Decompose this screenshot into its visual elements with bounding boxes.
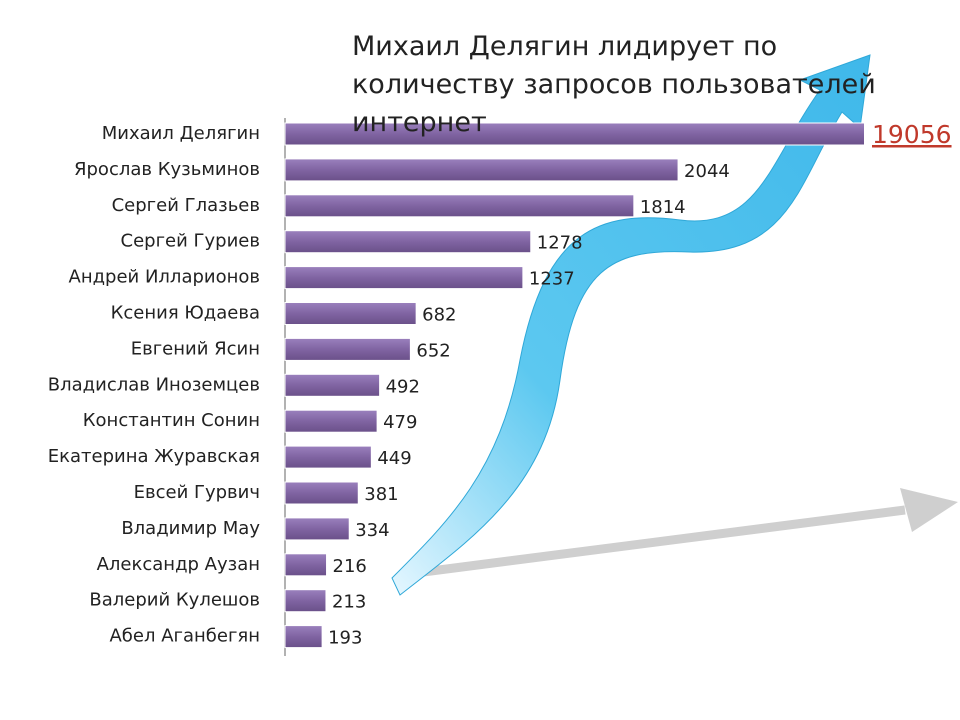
bar: [284, 302, 417, 325]
decor-blue-arrow: [391, 54, 871, 596]
bar: [284, 122, 864, 146]
category-label: Андрей Илларионов: [69, 267, 260, 288]
bar: [284, 409, 378, 433]
value-label: 652: [416, 340, 450, 361]
bar: [284, 445, 372, 469]
category-label: Сергей Гуриев: [121, 231, 260, 252]
value-label: 449: [377, 448, 411, 469]
category-label: Владислав Иноземцев: [48, 374, 260, 395]
category-label: Валерий Кулешов: [89, 590, 260, 611]
value-label: 682: [422, 305, 456, 326]
bar: [284, 589, 327, 613]
bar: [284, 230, 532, 254]
value-label: 1814: [640, 197, 686, 218]
bar: [284, 625, 323, 649]
bar: [284, 553, 328, 577]
value-label: 216: [333, 556, 367, 577]
value-label: 2044: [684, 161, 730, 182]
value-label: 492: [386, 376, 420, 397]
value-label: 1237: [529, 269, 575, 290]
category-label: Константин Сонин: [83, 410, 260, 431]
bar: [284, 373, 381, 397]
category-label: Екатерина Журавская: [48, 446, 260, 467]
value-label: 213: [332, 592, 366, 613]
bar: [284, 266, 524, 290]
decor-gray-arrow: [399, 488, 958, 580]
category-label: Александр Аузан: [97, 554, 260, 575]
category-label: Евгений Ясин: [131, 338, 260, 359]
category-label: Михаил Делягин: [102, 123, 260, 144]
category-label: Ярослав Кузьминов: [74, 159, 260, 180]
bar: [284, 517, 350, 541]
category-label: Абел Аганбегян: [109, 626, 260, 647]
category-label: Сергей Глазьев: [112, 195, 260, 216]
bar: [284, 337, 411, 361]
bar: [284, 194, 635, 218]
chart-title: Михаил Делягин лидирует по количеству за…: [352, 31, 876, 138]
value-label: 19056: [872, 120, 952, 149]
value-label: 479: [383, 412, 417, 433]
bar: [284, 158, 679, 182]
bar: [284, 481, 359, 505]
category-label: Евсей Гурвич: [134, 482, 260, 503]
value-label: 381: [364, 484, 398, 505]
value-label: 193: [328, 628, 362, 649]
category-label: Владимир Мау: [121, 518, 260, 539]
value-label: 1278: [537, 233, 583, 254]
category-label: Ксения Юдаева: [111, 303, 260, 324]
value-label: 334: [355, 520, 389, 541]
